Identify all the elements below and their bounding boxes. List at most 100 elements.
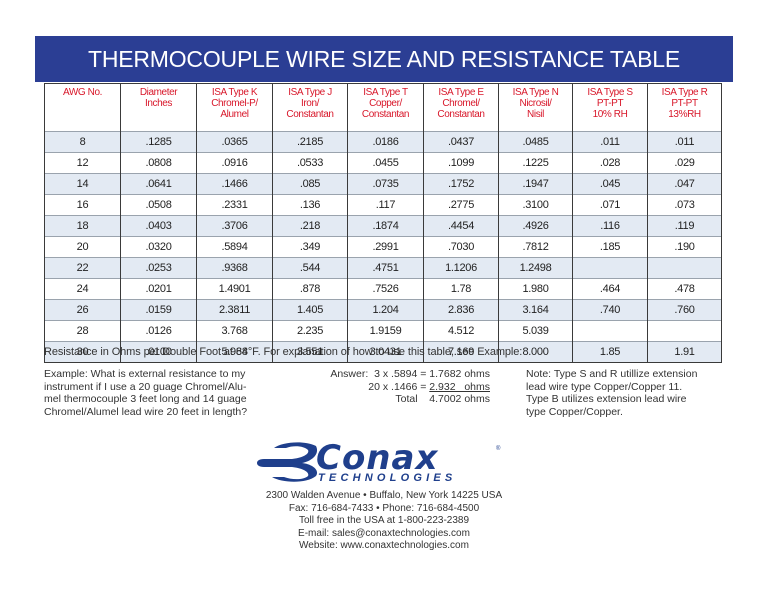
table-cell: .2185 (272, 131, 348, 153)
table-cell: .0437 (423, 131, 499, 153)
table-cell: 30 (44, 341, 121, 363)
phone-fax: Fax: 716-684-7433 • Phone: 716-684-4500 (288, 502, 480, 514)
header-type-j: ISA Type J Iron/Constantan (272, 83, 348, 132)
header-type-k: ISA Type K Chromel-P/Alumel (196, 83, 273, 132)
table-cell: .1099 (423, 152, 499, 174)
table-cell: 2.836 (423, 299, 499, 321)
header-type-t: ISA Type T Copper/Constantan (347, 83, 424, 132)
table-cell: .349 (272, 236, 348, 258)
table-cell: .0201 (120, 278, 197, 300)
table-cell (572, 320, 648, 342)
contact-info: 2300 Walden Avenue • Buffalo, New York 1… (200, 490, 568, 553)
header-awg: AWG No. (44, 83, 121, 132)
table-row: 16.0508.2331.136.117.2775.3100.071.073 (44, 194, 722, 216)
page-title: THERMOCOUPLE WIRE SIZE AND RESISTANCE TA… (87, 46, 681, 72)
table-row: 14.0641.1466.085.0735.1752.1947.045.047 (44, 173, 722, 195)
table-row: 8.1285.0365.2185.0186.0437.0485.011.011 (44, 131, 722, 153)
table-cell: .9368 (196, 257, 273, 279)
table-row: 22.0253.9368.544.4751 1.1206 1.2498 (44, 257, 722, 279)
table-cell: .0641 (120, 173, 197, 195)
logo-subtitle: TECHNOLOGIES (318, 472, 457, 484)
table-cell: .0916 (196, 152, 273, 174)
website[interactable]: Website: www.conaxtechnologies.com (299, 540, 469, 551)
table-cell: 3.0431 (347, 341, 424, 363)
table-cell: .4751 (347, 257, 424, 279)
table-cell: 12 (44, 152, 121, 174)
table-cell: 2.3811 (196, 299, 273, 321)
table-cell: .4454 (423, 215, 499, 237)
table-cell: 1.9159 (347, 320, 424, 342)
table-cell: 1.980 (498, 278, 573, 300)
table-cell: .4926 (498, 215, 573, 237)
table-cell: .1752 (423, 173, 499, 195)
table-cell: .0808 (120, 152, 197, 174)
table-row: 30.0100 5.984 3.551 3.0431 7.169 8.000 1.85 1.9… (44, 341, 722, 363)
logo-wordmark: Conax (316, 438, 439, 478)
table-cell: .740 (572, 299, 648, 321)
table-cell: .2991 (347, 236, 424, 258)
table-cell: .045 (572, 173, 648, 195)
table-cell: 28 (44, 320, 121, 342)
table-cell: .029 (647, 152, 722, 174)
header-row: AWG No. Diameter Inches ISA Type K Chromel… (44, 83, 722, 132)
table-cell: .0126 (120, 320, 197, 342)
table-cell: .0365 (196, 131, 273, 153)
table-cell: 5.039 (498, 320, 573, 342)
table-cell: .7526 (347, 278, 424, 300)
table-cell: 1.85 (572, 341, 648, 363)
table-cell: 1.2498 (498, 257, 573, 279)
example-question: Example: What is external resistance to … (44, 368, 248, 418)
table-row: 24.0201 1.4901.878.7526 1.78 1.980.464.478 (44, 278, 722, 300)
table-cell (572, 257, 648, 279)
answer-total: Total 4.7002 ohms (395, 393, 490, 405)
table-cell: .7030 (423, 236, 499, 258)
table-row: 20.0320.5894.349.2991.7030.7812.185.190 (44, 236, 722, 258)
table-cell: .1285 (120, 131, 197, 153)
table-cell: 1.4901 (196, 278, 273, 300)
table-cell: .0508 (120, 194, 197, 216)
table-cell: .011 (572, 131, 648, 153)
table-cell: .7812 (498, 236, 573, 258)
table-cell: .2775 (423, 194, 499, 216)
table-cell: 16 (44, 194, 121, 216)
table-cell: .185 (572, 236, 648, 258)
table-row: 18.0403.3706.218.1874.4454.4926.116.119 (44, 215, 722, 237)
table-cell: 26 (44, 299, 121, 321)
table-cell: 8 (44, 131, 121, 153)
table-row: 26.0159 2.3811 1.405 1.204 2.836 3.164.740.76… (44, 299, 722, 321)
table-cell: .085 (272, 173, 348, 195)
table-cell: .2331 (196, 194, 273, 216)
table-cell: .464 (572, 278, 648, 300)
table-cell: .0186 (347, 131, 424, 153)
table-cell: .119 (647, 215, 722, 237)
table-cell: 3.768 (196, 320, 273, 342)
table-cell: 3.164 (498, 299, 573, 321)
email[interactable]: E-mail: sales@conaxtechnologies.com (298, 527, 470, 539)
table-cell: .0735 (347, 173, 424, 195)
table-cell: 22 (44, 257, 121, 279)
table-cell: 20 (44, 236, 121, 258)
table-cell (647, 257, 722, 279)
table-row: 28.0126 3.768 2.235 1.9159 4.512 5.039 (44, 320, 722, 342)
table-cell: .478 (647, 278, 722, 300)
table-cell: 4.512 (423, 320, 499, 342)
table-cell: 2.235 (272, 320, 348, 342)
table-row: 12.0808.0916.0533.0455.1099.1225.028.029 (44, 152, 722, 174)
resistance-table: AWG No. Diameter Inches ISA Type K Chromel… (44, 83, 722, 363)
table-cell: .117 (347, 194, 424, 216)
table-cell: 7.169 (423, 341, 499, 363)
table-cell: .0100 (120, 341, 197, 363)
table-cell: 1.1206 (423, 257, 499, 279)
table-cell (647, 320, 722, 342)
table-cell: .878 (272, 278, 348, 300)
table-cell: .190 (647, 236, 722, 258)
table-cell: .116 (572, 215, 648, 237)
table-cell: .0533 (272, 152, 348, 174)
table-cell: .0320 (120, 236, 197, 258)
table-cell: .544 (272, 257, 348, 279)
table-cell: .3100 (498, 194, 573, 216)
example-answer: Answer: 3 x .5894 = 1.7682 ohms 20 x .14… (300, 368, 490, 406)
header-type-s: ISA Type S PT-PT 10% RH (572, 83, 648, 132)
table-cell: 3.551 (272, 341, 348, 363)
table-cell: .011 (647, 131, 722, 153)
